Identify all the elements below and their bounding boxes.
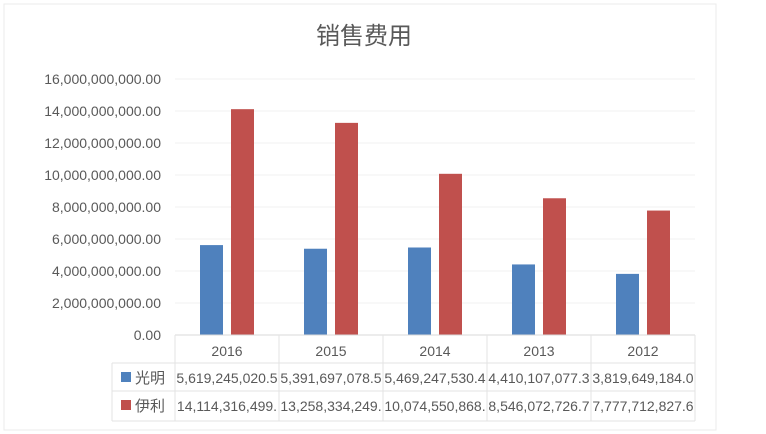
bar-伊利-2013: [543, 198, 566, 335]
x-category-label: 2013: [523, 343, 554, 359]
data-label: 4,410,107,077.3: [488, 370, 589, 386]
bar-光明-2015: [304, 248, 327, 335]
bar-光明-2012: [616, 273, 639, 335]
series-name: 光明: [135, 369, 165, 387]
legend-swatch-光明: [121, 372, 131, 382]
bar-光明-2016: [200, 245, 223, 335]
data-label: 5,469,247,530.4: [384, 370, 485, 386]
y-tick-label: 4,000,000,000.00: [52, 263, 161, 279]
x-category-label: 2015: [315, 343, 346, 359]
data-table: 2016 2015 2014 2013 2012 光明 5,619,245,020.5 5,3…: [111, 334, 696, 422]
data-label: 7,777,712,827.6: [592, 398, 693, 414]
y-tick-label: 0.00: [134, 327, 161, 343]
data-label: 5,619,245,020.5: [176, 370, 277, 386]
x-category-label: 2016: [211, 343, 242, 359]
y-tick-label: 16,000,000,000.00: [44, 71, 161, 87]
y-tick-label: 12,000,000,000.00: [44, 135, 161, 151]
y-axis: 0.00 2,000,000,000.00 4,000,000,000.00 6,00…: [44, 71, 161, 343]
y-tick-label: 6,000,000,000.00: [52, 231, 161, 247]
series-name: 伊利: [135, 397, 165, 415]
data-label: 13,258,334,249.: [280, 398, 381, 414]
y-tick-label: 2,000,000,000.00: [52, 295, 161, 311]
y-tick-label: 10,000,000,000.00: [44, 167, 161, 183]
gridlines: [175, 78, 695, 304]
bars: [200, 109, 670, 336]
bar-光明-2014: [408, 247, 431, 335]
data-label: 14,114,316,499.: [177, 398, 277, 414]
bar-伊利-2012: [647, 210, 670, 335]
chart-area: [3, 3, 717, 431]
chart-title: 销售费用: [316, 22, 412, 50]
data-label: 5,391,697,078.5: [280, 370, 381, 386]
x-category-label: 2014: [419, 343, 450, 359]
legend-swatch-伊利: [121, 400, 131, 410]
y-tick-label: 14,000,000,000.00: [44, 103, 161, 119]
data-label: 8,546,072,726.7: [488, 398, 589, 414]
y-tick-label: 8,000,000,000.00: [52, 199, 161, 215]
data-label: 3,819,649,184.0: [592, 370, 693, 386]
bar-伊利-2015: [335, 122, 358, 335]
bar-伊利-2014: [439, 173, 462, 335]
bar-伊利-2016: [231, 109, 254, 336]
x-category-label: 2012: [627, 343, 658, 359]
data-label: 10,074,550,868.: [384, 398, 485, 414]
bar-光明-2013: [512, 264, 535, 335]
